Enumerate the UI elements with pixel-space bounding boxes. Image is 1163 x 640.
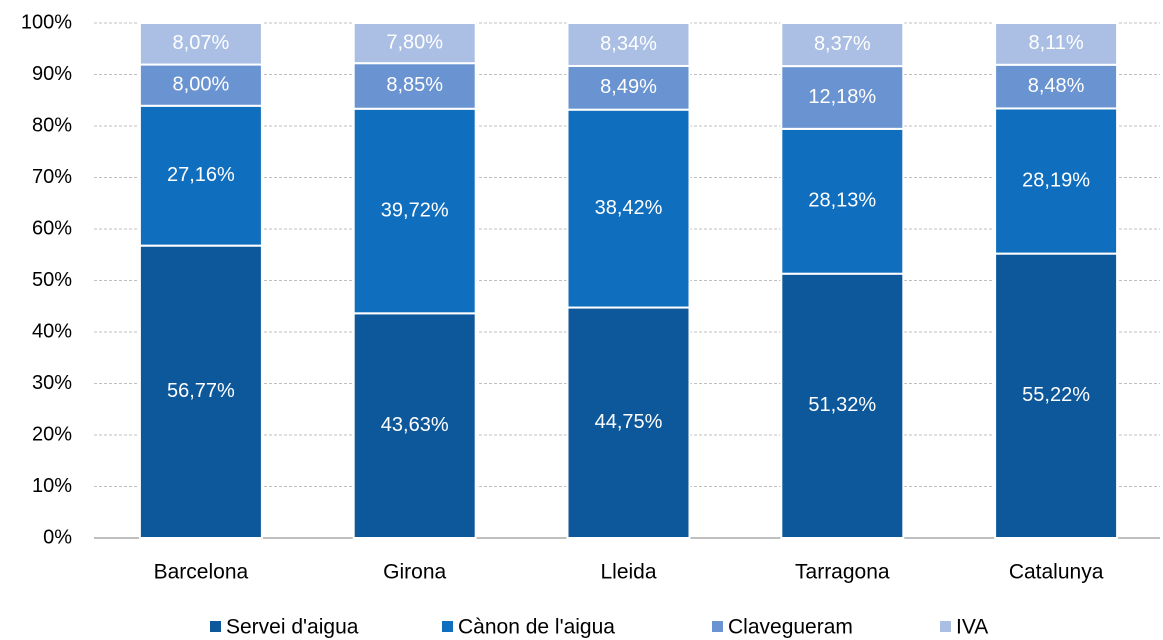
- legend-label: IVA: [956, 616, 988, 639]
- bar-segment: [138, 244, 263, 540]
- data-label: 8,48%: [1028, 75, 1085, 97]
- data-label: 28,19%: [1022, 169, 1090, 191]
- x-tick-label: Tarragona: [795, 561, 890, 584]
- bar-segment: [780, 65, 905, 130]
- x-tick-label: Lleida: [600, 561, 656, 584]
- data-label: 44,75%: [595, 411, 663, 433]
- legend-swatch: [442, 621, 453, 632]
- x-tick-label: Barcelona: [154, 561, 249, 584]
- bar-segment: [780, 127, 905, 275]
- bar-segment: [566, 64, 691, 111]
- bar-segment: [352, 107, 477, 315]
- y-tick-label: 100%: [21, 11, 72, 33]
- bar-segment: [994, 63, 1119, 110]
- bar-segment: [780, 22, 905, 68]
- y-tick-label: 30%: [32, 372, 72, 394]
- data-label: 8,37%: [814, 33, 871, 55]
- data-label: 8,00%: [173, 73, 230, 95]
- y-tick-label: 40%: [32, 320, 72, 342]
- x-tick-label: Girona: [383, 561, 446, 584]
- bar-segment: [994, 107, 1119, 255]
- data-label: 12,18%: [808, 86, 876, 108]
- data-label: 7,80%: [386, 31, 443, 53]
- data-label: 38,42%: [595, 197, 663, 219]
- data-label: 8,11%: [1028, 32, 1083, 54]
- y-tick-label: 20%: [32, 423, 72, 445]
- data-label: 43,63%: [381, 414, 449, 436]
- legend-label: Cànon de l'aigua: [458, 616, 615, 639]
- y-tick-label: 90%: [32, 63, 72, 85]
- data-label: 8,07%: [173, 32, 230, 54]
- y-tick-label: 80%: [32, 114, 72, 136]
- y-tick-label: 10%: [32, 475, 72, 497]
- bar-segment: [994, 252, 1119, 539]
- data-label: 51,32%: [808, 394, 876, 416]
- legend-swatch: [940, 621, 951, 632]
- bar-segment: [780, 272, 905, 539]
- bar-segment: [352, 62, 477, 110]
- data-label: 55,22%: [1022, 384, 1090, 406]
- x-tick-label: Catalunya: [1009, 561, 1104, 584]
- data-label: 8,85%: [386, 74, 443, 96]
- legend-label: Servei d'aigua: [226, 616, 359, 639]
- legend-swatch: [210, 621, 221, 632]
- legend-swatch: [712, 621, 723, 632]
- bar-segment: [566, 306, 691, 539]
- bar-segment: [994, 22, 1119, 66]
- y-tick-label: 60%: [32, 217, 72, 239]
- data-label: 8,49%: [600, 76, 657, 98]
- y-tick-label: 0%: [43, 526, 72, 548]
- bar-segment: [566, 22, 691, 67]
- bar-segment: [352, 22, 477, 65]
- data-label: 28,13%: [808, 190, 876, 212]
- bar-segment: [138, 104, 263, 247]
- data-label: 56,77%: [167, 380, 235, 402]
- data-label: 8,34%: [600, 33, 657, 55]
- data-label: 39,72%: [381, 199, 449, 221]
- y-tick-label: 50%: [32, 269, 72, 291]
- legend-label: Clavegueram: [728, 616, 853, 639]
- y-tick-label: 70%: [32, 166, 72, 188]
- bar-segment: [138, 22, 263, 66]
- data-label: 27,16%: [167, 164, 235, 186]
